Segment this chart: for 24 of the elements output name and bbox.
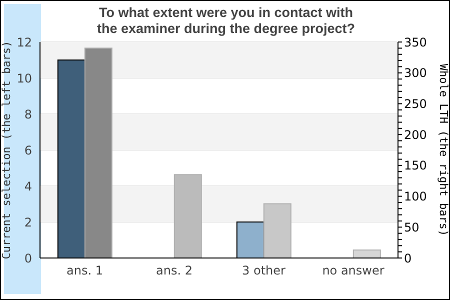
y-tick-label: 0 [24, 251, 32, 266]
x-tick-label: ans. 1 [66, 264, 103, 278]
y-tick-label: 2 [24, 215, 32, 230]
x-tick-label: no answer [322, 264, 384, 278]
y-tick-label: 8 [24, 107, 32, 122]
x-tick-label: 3 other [242, 264, 286, 278]
y2-tick-label: 150 [404, 158, 427, 173]
y2-tick-label: 300 [404, 66, 427, 80]
y-tick-label: 12 [16, 35, 32, 50]
y2-tick-label: 50 [404, 220, 420, 234]
x-tick-label: ans. 2 [156, 264, 192, 278]
y2-tick-label: 200 [404, 128, 427, 142]
bar [352, 249, 381, 258]
y2-tick-label: 0 [404, 251, 412, 266]
y2-tick-label: 100 [404, 190, 427, 204]
y2-tick-label: 250 [404, 96, 427, 111]
y-tick-label: 10 [16, 71, 32, 86]
y-tick-label: 4 [24, 179, 32, 194]
y2-axis-title: Whole LTH (the right bars) [437, 64, 450, 236]
chart-title: To what extent were you in contact with the examiner during the degree project? [96, 5, 356, 37]
bar [174, 174, 202, 258]
y2-tick-label: 350 [404, 35, 427, 50]
y-axis-title: Current selection (the left bars) [0, 40, 13, 260]
y-tick-label: 6 [24, 143, 32, 158]
